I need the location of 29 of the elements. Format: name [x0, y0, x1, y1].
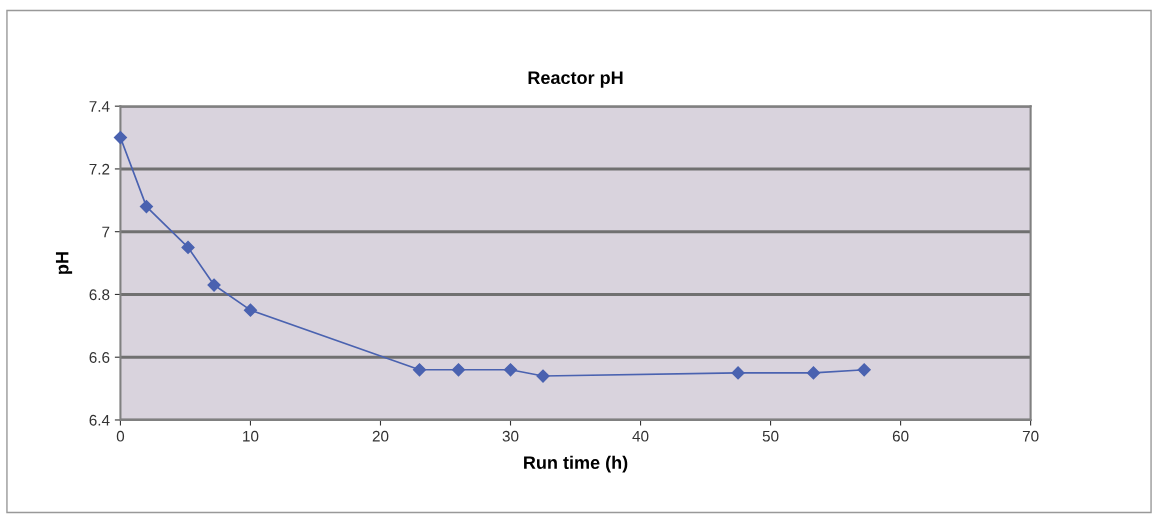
y-tick-label: 7.4: [89, 101, 110, 112]
point: [731, 366, 745, 380]
point: [243, 303, 258, 317]
y-tick-label: 6.6: [89, 352, 110, 363]
x-tick-label: 60: [892, 430, 909, 442]
x-tick-label: 50: [762, 430, 779, 442]
x-tick-label: 70: [1022, 430, 1039, 442]
point: [503, 363, 518, 377]
point: [113, 130, 128, 145]
y-axis-title: pH: [55, 252, 73, 274]
point: [536, 369, 550, 383]
chart-title: Reactor pH: [528, 71, 623, 88]
x-tick-label: 20: [372, 430, 389, 442]
y-tick-label: 7.2: [89, 163, 110, 175]
x-tick-label: 0: [116, 430, 125, 442]
x-tick-label: 10: [243, 430, 259, 442]
x-tick-label: 40: [632, 430, 649, 442]
point: [806, 366, 821, 380]
point: [857, 363, 871, 377]
point: [139, 199, 154, 214]
point: [412, 363, 427, 377]
y-tick-label: 6.4: [89, 414, 110, 426]
point: [207, 278, 221, 292]
y-tick-label: 7: [102, 226, 110, 238]
y-tick-label: 6.8: [89, 289, 110, 301]
x-axis-title: Run time (h): [524, 455, 628, 473]
x-tick-label: 30: [502, 430, 519, 442]
point: [181, 240, 195, 254]
point: [451, 363, 466, 377]
